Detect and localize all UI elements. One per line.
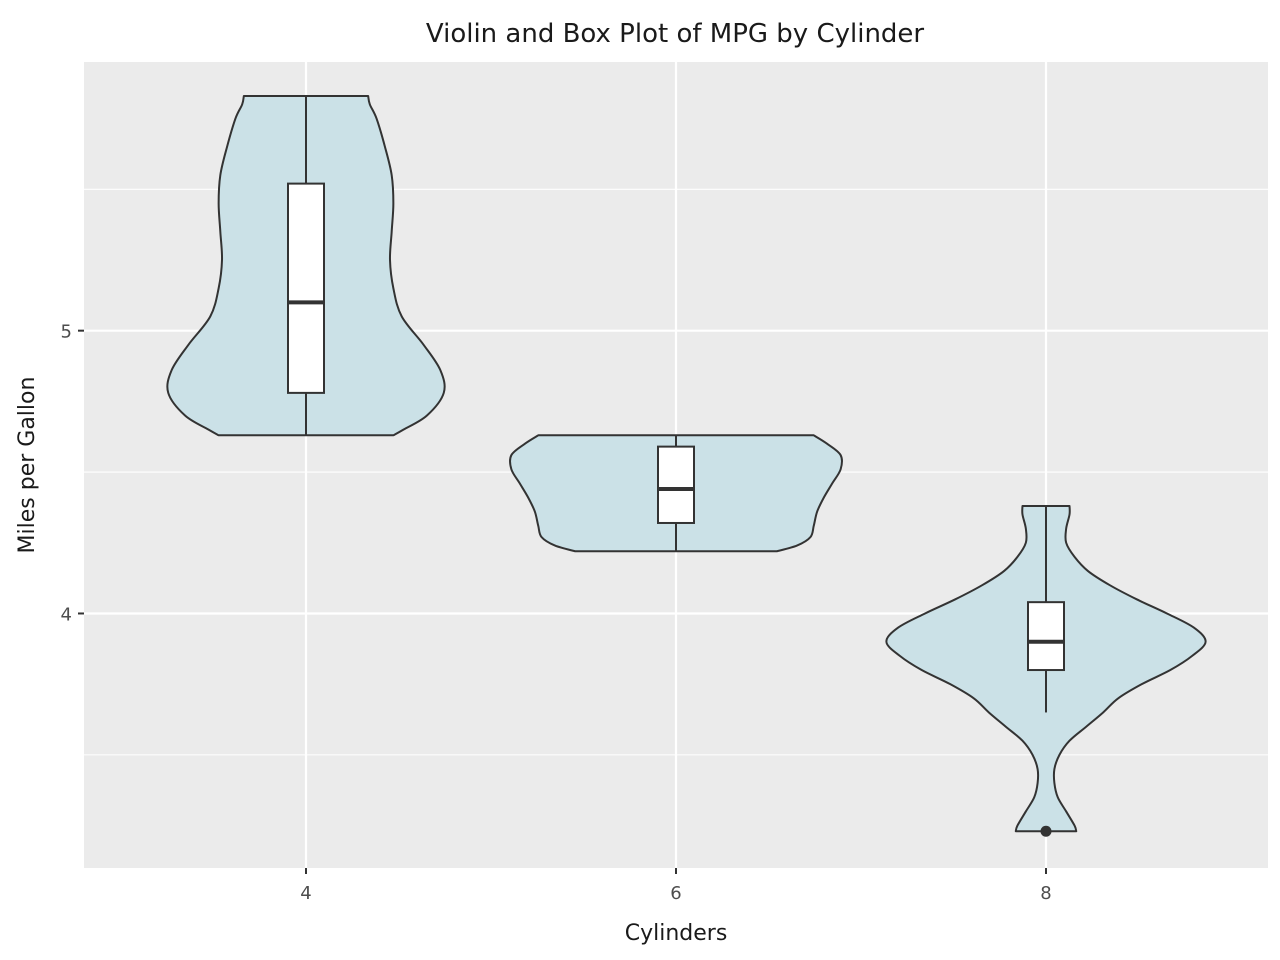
outlier-point-8 bbox=[1040, 825, 1052, 837]
y-tick-label-4: 4 bbox=[61, 604, 72, 625]
box-8 bbox=[1027, 601, 1065, 672]
y-axis: 45 bbox=[61, 322, 84, 625]
x-axis-title: Cylinders bbox=[625, 921, 728, 946]
boxes-layer bbox=[287, 95, 1065, 837]
x-tick-label-6: 6 bbox=[670, 883, 681, 904]
x-axis: 4 6 8 bbox=[300, 868, 1052, 904]
chart-title: Violin and Box Plot of MPG by Cylinder bbox=[426, 19, 925, 49]
y-tick-label-5: 5 bbox=[61, 322, 72, 343]
box-6 bbox=[657, 445, 695, 524]
x-tick-label-8: 8 bbox=[1040, 883, 1051, 904]
box-4 bbox=[287, 182, 325, 394]
y-axis-title: Miles per Gallon bbox=[15, 377, 40, 554]
x-tick-label-4: 4 bbox=[300, 883, 311, 904]
